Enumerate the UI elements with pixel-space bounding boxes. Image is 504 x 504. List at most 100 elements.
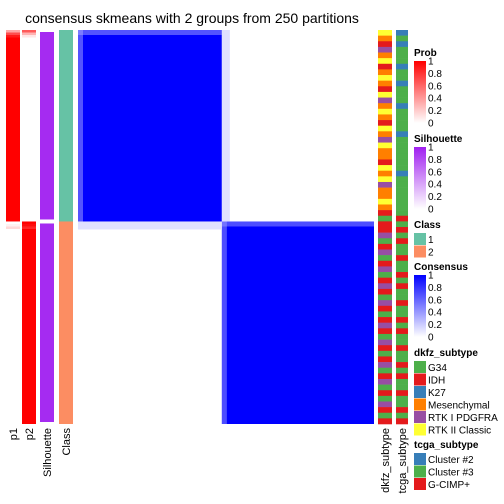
tcga-subtype-cell bbox=[396, 80, 408, 87]
dkfz-subtype-cell bbox=[378, 30, 392, 36]
annotation-label: p1 bbox=[8, 428, 20, 440]
legend-gradient bbox=[414, 275, 426, 337]
dkfz-subtype-cell bbox=[378, 227, 392, 233]
legend-tick: 0.6 bbox=[428, 295, 442, 306]
legend-tick: 0.8 bbox=[428, 69, 442, 80]
p2-cell bbox=[22, 40, 36, 43]
tcga-subtype-cell bbox=[396, 401, 408, 408]
dkfz-subtype-cell bbox=[378, 181, 392, 188]
legend-tick: 0.4 bbox=[428, 180, 442, 191]
annotation-labels: p1 p2 Silhouette Class dkfz_subtype tcga_subt… bbox=[8, 428, 409, 494]
tcga-subtype-cell bbox=[396, 384, 408, 391]
dkfz-subtype-cell bbox=[378, 114, 392, 121]
tcga-subtype-cell bbox=[396, 232, 408, 239]
silhouette-band bbox=[40, 223, 54, 422]
tcga-subtype-cell bbox=[396, 170, 408, 177]
tcga-subtype-cell bbox=[396, 328, 408, 335]
tcga-subtype-cell bbox=[396, 255, 408, 262]
tcga-subtype-cell bbox=[396, 300, 408, 307]
dkfz-subtype-cell bbox=[378, 288, 392, 295]
heatmap-body bbox=[6, 30, 408, 425]
dkfz-subtype-cell bbox=[378, 131, 392, 138]
legend-gradient bbox=[414, 147, 426, 209]
dkfz-subtype-cell bbox=[378, 232, 392, 239]
dkfz-subtype-cell bbox=[378, 210, 392, 217]
tcga-subtype-cell bbox=[396, 238, 408, 245]
legend-label: G34 bbox=[428, 363, 447, 374]
class-band bbox=[59, 221, 73, 424]
legend-swatch bbox=[414, 373, 426, 386]
tcga-subtype-cell bbox=[396, 345, 408, 352]
dkfz-subtype-cell bbox=[378, 260, 392, 267]
p2-cell bbox=[22, 221, 36, 224]
tcga-subtype-cell bbox=[396, 418, 408, 425]
legend-tick: 0.6 bbox=[428, 167, 442, 178]
dkfz-subtype-cell bbox=[378, 373, 392, 380]
legend-label: Cluster #2 bbox=[428, 455, 474, 466]
dkfz-subtype-cell bbox=[378, 311, 392, 318]
chart-title: consensus skmeans with 2 groups from 250… bbox=[25, 10, 359, 26]
p1-cell bbox=[6, 35, 20, 38]
tcga-subtype-cell bbox=[396, 187, 408, 194]
legend-gradient bbox=[414, 61, 426, 123]
tcga-subtype-cell bbox=[396, 378, 408, 385]
dkfz-subtype-cell bbox=[378, 317, 392, 323]
p1-band bbox=[6, 42, 20, 222]
dkfz-subtype-cell bbox=[378, 401, 392, 408]
p1-cell bbox=[6, 30, 20, 33]
p1-cell bbox=[6, 37, 20, 40]
tcga-subtype-cell bbox=[396, 58, 408, 65]
tcga-subtype-cell bbox=[396, 305, 408, 312]
legend-tick: 1 bbox=[428, 143, 434, 154]
p1-cell bbox=[6, 221, 20, 224]
dkfz-subtype-cell bbox=[378, 283, 392, 290]
legend-tick: 0.2 bbox=[428, 106, 442, 117]
legend-title: Prob bbox=[414, 48, 437, 59]
tcga-subtype-cell bbox=[396, 120, 408, 126]
legend-swatch bbox=[414, 398, 426, 411]
p2-band bbox=[22, 228, 36, 424]
tcga-subtype-cell bbox=[396, 46, 408, 53]
legend-tick: 0.2 bbox=[428, 192, 442, 203]
consensus-block bbox=[221, 221, 374, 424]
tcga-subtype-cell bbox=[396, 114, 408, 121]
p2-cell bbox=[22, 37, 36, 40]
tcga-subtype-cell bbox=[396, 294, 408, 301]
dkfz-subtype-cell bbox=[378, 249, 392, 256]
p2-cell bbox=[22, 32, 36, 35]
tcga-subtype-cell bbox=[396, 362, 408, 369]
p1-band bbox=[6, 228, 20, 424]
tcga-subtype-cell bbox=[396, 165, 408, 172]
dkfz-subtype-cell bbox=[378, 300, 392, 307]
tcga-subtype-cell bbox=[396, 350, 408, 357]
dkfz-subtype-cell bbox=[378, 350, 392, 357]
p1-cell bbox=[6, 40, 20, 43]
tcga-subtype-cell bbox=[396, 277, 408, 284]
tcga-subtype-cell bbox=[396, 221, 408, 228]
tcga-subtype-cell bbox=[396, 288, 408, 295]
tcga-subtype-cell bbox=[396, 69, 408, 76]
dkfz-subtype-cell bbox=[378, 277, 392, 284]
legend-label: Mesenchymal bbox=[428, 401, 490, 412]
legend-panel: Prob10.80.60.40.20Silhouette10.80.60.40.… bbox=[414, 48, 498, 491]
legend-swatch bbox=[414, 361, 426, 373]
tcga-subtype-cell bbox=[396, 97, 408, 104]
legend-label: Cluster #3 bbox=[428, 468, 474, 479]
dkfz-subtype-cell bbox=[378, 333, 392, 340]
consensus-edge bbox=[78, 30, 83, 222]
legend-swatch bbox=[414, 411, 426, 423]
tcga-subtype-cell bbox=[396, 260, 408, 267]
dkfz-subtype-cell bbox=[378, 390, 392, 397]
dkfz-subtype-cell bbox=[378, 378, 392, 385]
p1-cell bbox=[6, 223, 20, 227]
dkfz-subtype-cell bbox=[378, 170, 392, 177]
dkfz-subtype-cell bbox=[378, 142, 392, 149]
tcga-subtype-cell bbox=[396, 390, 408, 397]
dkfz-subtype-cell bbox=[378, 294, 392, 301]
legend-tick: 1 bbox=[428, 57, 434, 68]
tcga-subtype-cell bbox=[396, 311, 408, 318]
consensus-edge bbox=[78, 221, 222, 230]
dkfz-subtype-cell bbox=[378, 91, 392, 98]
tcga-subtype-cell bbox=[396, 193, 408, 200]
legend-label: G-CIMP+ bbox=[428, 480, 470, 491]
